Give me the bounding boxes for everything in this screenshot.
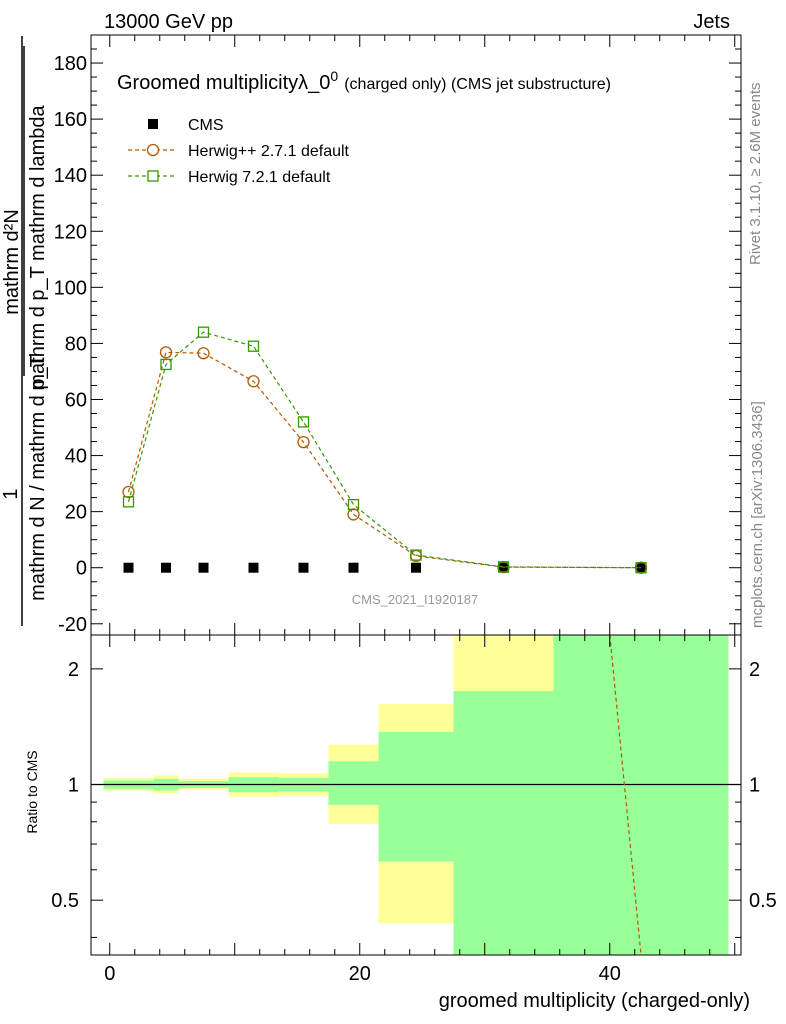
chart-title: Groomed multiplicityλ_00 (charged only) (… <box>117 68 611 94</box>
y-tick-label: 100 <box>54 277 87 299</box>
legend: CMS Herwig++ 2.7.1 default Herwig 7.2.1 de… <box>128 117 350 186</box>
data-point-herwig7 <box>297 416 310 428</box>
y-tick-label: 160 <box>54 109 87 131</box>
data-point-herwig7 <box>197 326 210 338</box>
chart-title-suffix: (charged only) (CMS jet substructure) <box>344 76 611 93</box>
uncertainty-band-green <box>378 731 454 862</box>
legend-marker-cms <box>148 119 158 129</box>
legend-label: Herwig++ 2.7.1 default <box>188 143 350 160</box>
ratio-y-tick-label: 2 <box>68 659 79 681</box>
x-axis-label: groomed multiplicity (charged-only) <box>439 990 750 1012</box>
data-point-herwig7 <box>410 549 422 561</box>
data-point-cms <box>248 562 259 573</box>
uncertainty-band-green <box>453 691 554 955</box>
uncertainty-band-green <box>553 635 729 955</box>
x-tick-label: 40 <box>599 963 621 985</box>
data-point-cms <box>161 562 171 573</box>
y-tick-label: 40 <box>65 446 87 468</box>
data-point-cms <box>636 562 646 573</box>
y-tick-label: 180 <box>54 53 87 75</box>
y-axis-label: mathrm d²N mathrm d p_T mathrm d lambda 1 m… <box>0 36 49 626</box>
data-point-herwig7 <box>497 561 510 573</box>
series-line-2 <box>127 331 642 569</box>
data-point-herwigpp <box>159 346 173 359</box>
data-point-herwig7 <box>247 340 260 352</box>
header-left-label: 13000 GeV pp <box>104 11 233 33</box>
data-point-herwigpp <box>247 375 260 388</box>
y-label-one: 1 <box>0 488 22 499</box>
legend-label: CMS <box>188 117 224 134</box>
data-point-cms <box>348 562 359 573</box>
legend-marker-herwigpp <box>146 143 160 157</box>
data-point-herwigpp <box>122 485 135 499</box>
data-point-herwigpp <box>347 508 360 521</box>
data-point-cms <box>411 562 421 573</box>
data-point-herwig7 <box>347 498 360 511</box>
series-line-1 <box>127 351 642 569</box>
ratio-plot-frame <box>90 634 742 956</box>
ratio-y-axis-label: Ratio to CMS <box>24 750 40 833</box>
data-point-cms <box>123 562 134 573</box>
main-plot-panel: -20 0 20 40 60 80 100 120 140 160 180 Groomed multi… <box>0 34 742 636</box>
y-tick-label: 80 <box>65 333 87 355</box>
ratio-y-tick-label: 1 <box>68 775 79 797</box>
data-point-herwigpp <box>197 347 210 360</box>
y-tick-label: 0 <box>76 558 87 580</box>
ratio-line-herwigpp <box>609 634 642 956</box>
y-tick-label: 20 <box>65 502 87 524</box>
data-point-cms <box>298 562 309 573</box>
chart-title-main: Groomed multiplicityλ_0 <box>117 72 330 94</box>
data-point-herwig7 <box>160 358 172 371</box>
uncertainty-band-green <box>328 761 379 805</box>
rivet-label: Rivet 3.1.10, ≥ 2.6M events <box>747 83 764 266</box>
y-tick-label: -20 <box>58 614 87 636</box>
ratio-y-tick-label-right: 1 <box>749 775 760 797</box>
data-point-herwig7 <box>635 562 647 574</box>
ratio-y-tick-label: 0.5 <box>51 890 79 912</box>
x-tick-label: 20 <box>349 963 371 985</box>
y-label-upper: mathrm d p_T mathrm d lambda <box>27 104 49 390</box>
ratio-y-tick-label-right: 0.5 <box>749 890 777 912</box>
data-point-herwigpp <box>297 435 310 449</box>
data-point-cms <box>498 562 509 573</box>
legend-marker-herwig7 <box>147 170 159 182</box>
data-point-herwig7 <box>122 496 135 508</box>
ratio-y-tick-label-right: 2 <box>749 659 760 681</box>
data-point-cms <box>198 562 209 573</box>
analysis-watermark: CMS_2021_I1920187 <box>352 592 479 607</box>
legend-label: Herwig 7.2.1 default <box>188 169 331 186</box>
y-tick-label: 140 <box>54 165 87 187</box>
header-right-label: Jets <box>693 11 730 33</box>
chart-title-superscript: 0 <box>330 68 338 84</box>
y-tick-label: 60 <box>65 389 87 411</box>
y-label-lower: mathrm d N / mathrm d p_T <box>27 355 49 601</box>
x-tick-label: 0 <box>104 963 115 985</box>
y-label-numerator: mathrm d²N <box>1 209 23 315</box>
y-tick-label: 120 <box>54 221 87 243</box>
mcplots-label: mcplots.cern.ch [arXiv:1306.3436] <box>749 401 766 628</box>
